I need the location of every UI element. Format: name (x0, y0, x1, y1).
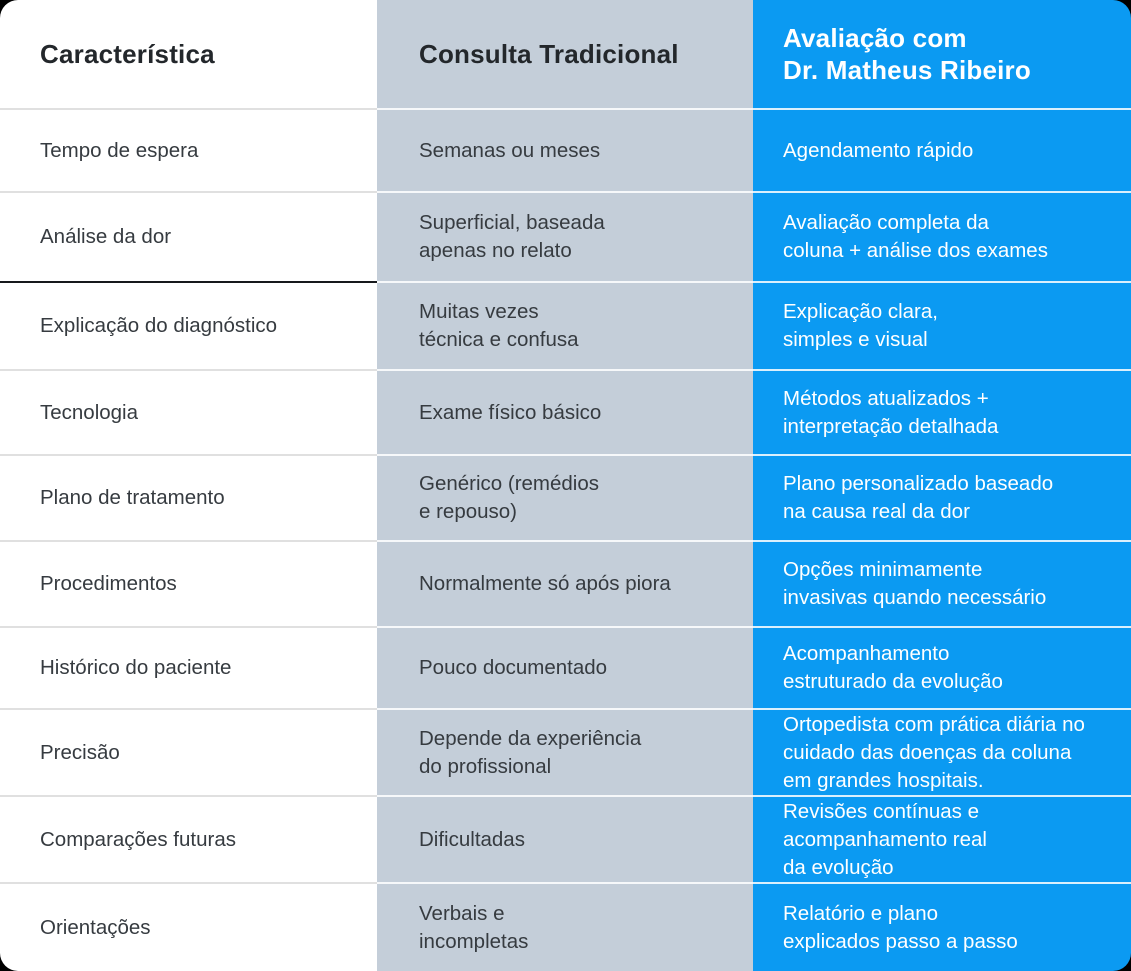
column-header-caracteristica: Característica (0, 0, 377, 110)
cell-caracteristica-row-8: Precisão (0, 710, 377, 797)
cell-avaliacao-dr-matheus-row-3: Explicação clara, simples e visual (753, 283, 1131, 371)
column-caracteristica: Característica Tempo de espera Análise da… (0, 0, 377, 971)
cell-caracteristica-row-7: Histórico do paciente (0, 628, 377, 710)
cell-avaliacao-dr-matheus-row-2: Avaliação completa da coluna + análise d… (753, 193, 1131, 283)
cell-consulta-tradicional-row-7: Pouco documentado (377, 628, 753, 710)
cell-avaliacao-dr-matheus-row-4: Métodos atualizados + interpretação deta… (753, 371, 1131, 456)
cell-caracteristica-row-2: Análise da dor (0, 193, 377, 283)
cell-caracteristica-row-5: Plano de tratamento (0, 456, 377, 542)
cell-caracteristica-row-9: Comparações futuras (0, 797, 377, 884)
cell-consulta-tradicional-row-9: Dificultadas (377, 797, 753, 884)
cell-consulta-tradicional-row-3: Muitas vezes técnica e confusa (377, 283, 753, 371)
cell-caracteristica-row-10: Orientações (40, 915, 151, 939)
cell-caracteristica-row-4: Tecnologia (0, 371, 377, 456)
cell-consulta-tradicional-row-10: Verbais e incompletas (419, 901, 529, 953)
cell-consulta-tradicional-row-4: Exame físico básico (377, 371, 753, 456)
column-header-consulta-tradicional: Consulta Tradicional (377, 0, 753, 110)
column-avaliacao-dr-matheus: Avaliação com Dr. Matheus Ribeiro Agenda… (753, 0, 1131, 971)
cell-caracteristica-row-3: Explicação do diagnóstico (0, 283, 377, 371)
cell-avaliacao-dr-matheus-row-7: Acompanhamento estruturado da evolução (753, 628, 1131, 710)
cell-avaliacao-dr-matheus-row-8: Ortopedista com prática diária no cuidad… (753, 710, 1131, 797)
column-header-avaliacao-dr-matheus: Avaliação com Dr. Matheus Ribeiro (753, 0, 1131, 110)
cell-consulta-tradicional-row-6: Normalmente só após piora (377, 542, 753, 628)
column-consulta-tradicional: Consulta Tradicional Semanas ou meses Sup… (377, 0, 753, 971)
cell-consulta-tradicional-row-5: Genérico (remédios e repouso) (377, 456, 753, 542)
cell-avaliacao-dr-matheus-row-9: Revisões contínuas e acompanhamento real… (753, 797, 1131, 884)
cell-avaliacao-dr-matheus-row-5: Plano personalizado baseado na causa rea… (753, 456, 1131, 542)
cell-consulta-tradicional-row-2: Superficial, baseada apenas no relato (377, 193, 753, 283)
cell-avaliacao-dr-matheus-row-1: Agendamento rápido (753, 110, 1131, 193)
cell-consulta-tradicional-row-1: Semanas ou meses (377, 110, 753, 193)
cell-avaliacao-dr-matheus-row-10: Relatório e plano explicados passo a pas… (783, 901, 1018, 953)
cell-consulta-tradicional-row-8: Depende da experiência do profissional (377, 710, 753, 797)
cell-caracteristica-row-6: Procedimentos (0, 542, 377, 628)
cell-caracteristica-row-1: Tempo de espera (0, 110, 377, 193)
cell-avaliacao-dr-matheus-row-6: Opções minimamente invasivas quando nece… (753, 542, 1131, 628)
